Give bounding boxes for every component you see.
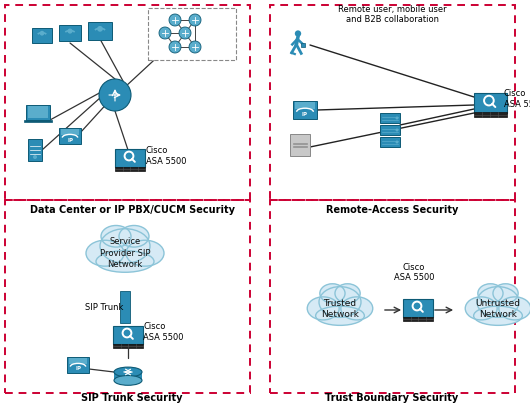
Ellipse shape xyxy=(320,284,345,303)
Circle shape xyxy=(99,79,131,111)
Text: IP: IP xyxy=(67,138,73,143)
Text: Cisco
ASA 5500: Cisco ASA 5500 xyxy=(143,322,183,342)
Ellipse shape xyxy=(465,297,497,320)
Bar xyxy=(5,5,250,200)
FancyBboxPatch shape xyxy=(380,113,400,123)
FancyBboxPatch shape xyxy=(88,22,112,40)
Ellipse shape xyxy=(341,297,373,320)
Ellipse shape xyxy=(477,287,519,318)
Bar xyxy=(5,200,250,393)
Ellipse shape xyxy=(96,251,154,272)
FancyBboxPatch shape xyxy=(26,105,50,120)
Ellipse shape xyxy=(493,284,518,303)
FancyBboxPatch shape xyxy=(67,357,89,373)
Text: Cisco
ASA 5500: Cisco ASA 5500 xyxy=(146,146,187,166)
FancyBboxPatch shape xyxy=(114,372,142,380)
Ellipse shape xyxy=(114,375,142,385)
Bar xyxy=(148,8,236,60)
FancyBboxPatch shape xyxy=(115,166,145,171)
Circle shape xyxy=(33,155,37,159)
Ellipse shape xyxy=(316,306,364,325)
FancyBboxPatch shape xyxy=(115,149,145,167)
FancyBboxPatch shape xyxy=(59,25,81,41)
Circle shape xyxy=(169,14,181,26)
Ellipse shape xyxy=(100,229,150,263)
FancyBboxPatch shape xyxy=(290,134,310,156)
FancyBboxPatch shape xyxy=(28,106,48,118)
Ellipse shape xyxy=(307,297,339,320)
FancyBboxPatch shape xyxy=(113,343,143,348)
FancyBboxPatch shape xyxy=(301,43,305,47)
Text: SIP Trunk: SIP Trunk xyxy=(85,303,123,311)
FancyBboxPatch shape xyxy=(59,128,81,144)
FancyBboxPatch shape xyxy=(113,326,143,344)
Circle shape xyxy=(67,28,73,34)
Text: SIP Trunk Security: SIP Trunk Security xyxy=(81,393,183,403)
Bar xyxy=(270,5,515,200)
Text: Trust Boundary Security: Trust Boundary Security xyxy=(325,393,458,403)
Ellipse shape xyxy=(474,306,523,325)
Circle shape xyxy=(169,41,181,53)
FancyBboxPatch shape xyxy=(403,299,433,318)
FancyBboxPatch shape xyxy=(120,291,130,323)
Ellipse shape xyxy=(86,240,124,266)
Text: Trusted
Network: Trusted Network xyxy=(321,299,359,319)
Ellipse shape xyxy=(126,240,164,266)
Bar xyxy=(270,200,515,393)
Ellipse shape xyxy=(319,287,361,318)
Text: Remote-Access Security: Remote-Access Security xyxy=(326,205,458,215)
FancyBboxPatch shape xyxy=(24,120,52,122)
FancyBboxPatch shape xyxy=(403,317,433,321)
Text: Cisco
ASA 5500: Cisco ASA 5500 xyxy=(394,262,434,282)
Circle shape xyxy=(40,31,45,36)
Text: Data Center or IP PBX/CUCM Security: Data Center or IP PBX/CUCM Security xyxy=(30,205,234,215)
Circle shape xyxy=(189,14,201,26)
Circle shape xyxy=(189,41,201,53)
Ellipse shape xyxy=(114,367,142,377)
FancyBboxPatch shape xyxy=(28,139,42,161)
Ellipse shape xyxy=(101,226,131,247)
Text: Untrusted
Network: Untrusted Network xyxy=(475,299,520,319)
Circle shape xyxy=(159,27,171,39)
Text: IP: IP xyxy=(302,112,308,117)
Text: Cisco
ASA 5500: Cisco ASA 5500 xyxy=(504,89,530,109)
Circle shape xyxy=(395,141,399,143)
Text: Remote user, mobile user
and B2B collaboration: Remote user, mobile user and B2B collabo… xyxy=(338,5,446,24)
Ellipse shape xyxy=(335,284,360,303)
Circle shape xyxy=(179,27,191,39)
Ellipse shape xyxy=(478,284,503,303)
FancyBboxPatch shape xyxy=(473,112,507,117)
Circle shape xyxy=(295,30,301,37)
FancyBboxPatch shape xyxy=(380,125,400,135)
Circle shape xyxy=(97,26,103,32)
Ellipse shape xyxy=(119,226,149,247)
Circle shape xyxy=(395,117,399,119)
FancyBboxPatch shape xyxy=(69,358,87,364)
Text: Service
Provider SIP
Network: Service Provider SIP Network xyxy=(100,237,150,269)
FancyBboxPatch shape xyxy=(61,129,79,135)
Text: IP: IP xyxy=(75,367,81,371)
FancyBboxPatch shape xyxy=(293,101,317,119)
FancyBboxPatch shape xyxy=(295,102,315,109)
FancyBboxPatch shape xyxy=(32,28,52,43)
Ellipse shape xyxy=(499,297,530,320)
Circle shape xyxy=(395,128,399,132)
FancyBboxPatch shape xyxy=(473,93,507,113)
FancyBboxPatch shape xyxy=(380,137,400,147)
